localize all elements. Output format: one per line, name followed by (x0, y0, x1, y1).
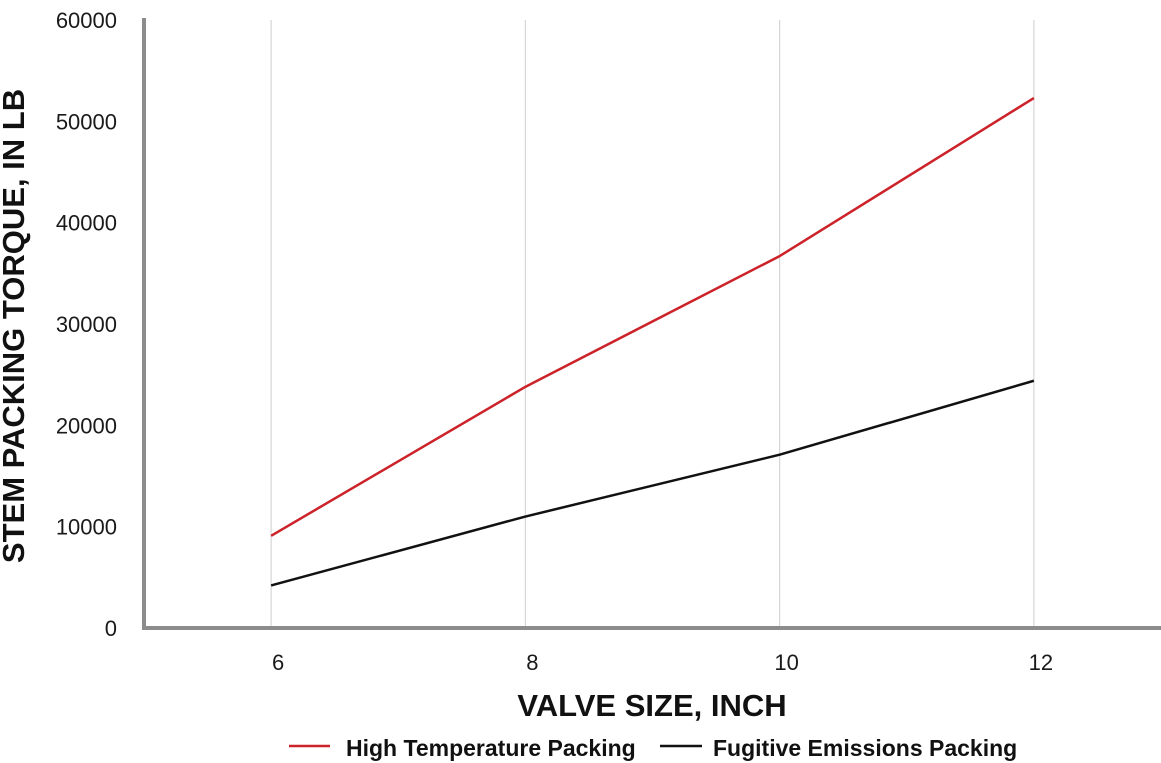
y-axis-title: STEM PACKING TORQUE, IN LB (0, 89, 31, 563)
legend-label-high-temperature: High Temperature Packing (346, 735, 636, 761)
x-tick-label-12: 12 (1029, 650, 1053, 675)
y-tick-label-30000: 30000 (56, 312, 117, 337)
y-tick-label-20000: 20000 (56, 413, 117, 438)
legend-item-fugitive-emissions: Fugitive Emissions Packing (660, 735, 1017, 761)
series-line-fugitive-emissions-packing (270, 379, 1035, 587)
x-tick-label-8: 8 (526, 650, 538, 675)
gridlines (270, 20, 1035, 628)
y-tick-label-50000: 50000 (56, 109, 117, 134)
x-tick-labels: 6 8 10 12 (272, 650, 1053, 675)
y-tick-labels: 0 10000 20000 30000 40000 50000 60000 (56, 8, 117, 641)
legend-item-high-temperature: High Temperature Packing (289, 735, 636, 761)
series-line-high-temperature-packing (270, 96, 1035, 537)
y-tick-label-60000: 60000 (56, 8, 117, 33)
x-tick-label-6: 6 (272, 650, 284, 675)
series-lines (270, 96, 1035, 587)
y-tick-label-10000: 10000 (56, 515, 117, 540)
legend-label-fugitive-emissions: Fugitive Emissions Packing (713, 735, 1017, 761)
y-tick-label-40000: 40000 (56, 211, 117, 236)
axes (142, 18, 1161, 630)
x-tick-label-10: 10 (774, 650, 798, 675)
x-axis-title: VALVE SIZE, INCH (517, 688, 786, 723)
legend: High Temperature Packing Fugitive Emissi… (289, 735, 1017, 761)
y-tick-label-0: 0 (105, 616, 117, 641)
